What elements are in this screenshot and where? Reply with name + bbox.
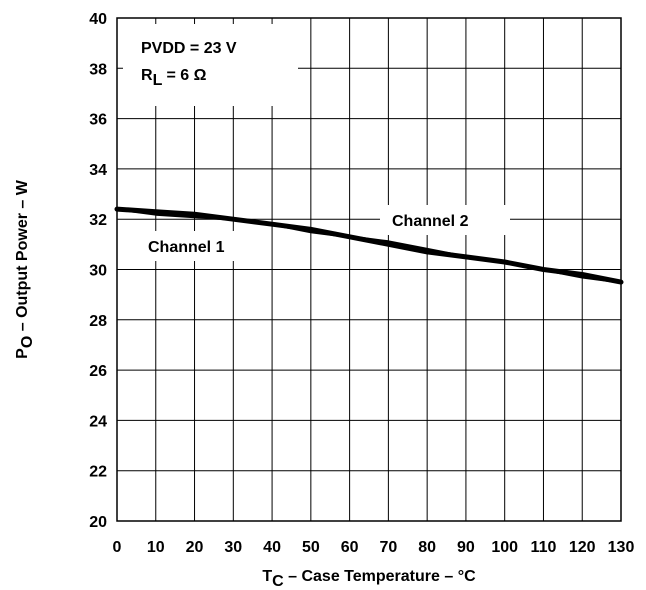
condition-rl-main: R — [141, 67, 153, 84]
x-axis-title-sub: C — [272, 573, 284, 590]
x-tick-label: 10 — [147, 539, 165, 556]
x-tick-label: 90 — [457, 539, 475, 556]
x-axis-title-main: T — [262, 568, 272, 585]
y-tick-label: 26 — [89, 363, 107, 380]
x-tick-label: 100 — [491, 539, 518, 556]
x-tick-label: 50 — [302, 539, 320, 556]
condition-rl-sub: L — [153, 72, 163, 89]
condition-pvdd: PVDD = 23 V — [141, 40, 237, 57]
series-layer — [114, 206, 624, 285]
x-tick-label: 120 — [569, 539, 596, 556]
x-tick-label: 80 — [418, 539, 436, 556]
x-tick-label: 110 — [531, 539, 557, 556]
channel-1-label: Channel 1 — [148, 239, 225, 256]
x-axis-title-rest: – Case Temperature – °C — [284, 568, 476, 585]
x-tick-label: 20 — [186, 539, 204, 556]
x-tick-label: 130 — [608, 539, 635, 556]
y-axis-title-main: P — [14, 348, 31, 359]
x-tick-label: 30 — [224, 539, 242, 556]
x-tick-label: 0 — [113, 539, 122, 556]
y-tick-label: 38 — [89, 61, 107, 78]
x-axis-title: TC – Case Temperature – °C — [262, 568, 476, 590]
y-tick-label: 22 — [89, 464, 107, 481]
y-tick-label: 28 — [89, 313, 107, 330]
y-tick-label: 36 — [89, 112, 107, 129]
series-line-channel-2 — [115, 207, 623, 284]
plot-frame — [116, 17, 622, 522]
y-tick-label: 24 — [89, 413, 107, 430]
x-tick-label: 60 — [341, 539, 359, 556]
y-tick-labels: 20 22 24 26 28 30 32 34 36 38 40 — [89, 11, 107, 531]
condition-rl: RL = 6 Ω — [141, 67, 207, 89]
y-tick-label: 32 — [89, 212, 107, 229]
x-tick-label: 40 — [263, 539, 281, 556]
x-tick-label: 70 — [379, 539, 397, 556]
y-tick-label: 20 — [89, 514, 107, 531]
channel-1-label-bg — [140, 231, 252, 261]
y-tick-label: 34 — [89, 162, 107, 179]
conditions-box — [123, 24, 298, 106]
condition-rl-rest: = 6 Ω — [162, 67, 207, 84]
channel-2-label-bg — [380, 205, 510, 235]
y-tick-label: 30 — [89, 263, 107, 280]
x-tick-labels: 0 10 20 30 40 50 60 70 80 90 100 110 120 130 — [113, 539, 635, 556]
y-axis-title-sub: O — [19, 336, 36, 348]
y-axis-title-rest: – Output Power – W — [14, 179, 31, 335]
y-axis-title: PO – Output Power – W — [14, 179, 36, 359]
y-tick-label: 40 — [89, 11, 107, 28]
channel-2-label: Channel 2 — [392, 213, 469, 230]
